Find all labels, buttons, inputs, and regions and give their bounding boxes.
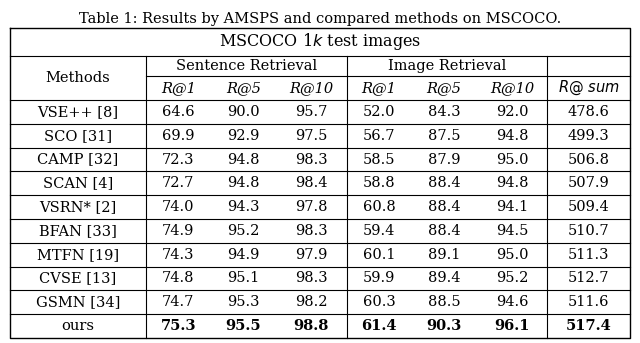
Text: MSCOCO 1$k$ test images: MSCOCO 1$k$ test images	[219, 32, 421, 52]
Text: 94.5: 94.5	[496, 224, 528, 238]
Text: 90.3: 90.3	[426, 319, 461, 333]
Text: R@5: R@5	[226, 81, 260, 95]
Text: 95.5: 95.5	[225, 319, 261, 333]
Text: 98.3: 98.3	[295, 153, 328, 166]
Text: Sentence Retrieval: Sentence Retrieval	[175, 59, 317, 73]
Text: 74.9: 74.9	[162, 224, 195, 238]
Text: 512.7: 512.7	[568, 272, 609, 285]
Text: 61.4: 61.4	[362, 319, 397, 333]
Text: 87.9: 87.9	[428, 153, 460, 166]
Text: 87.5: 87.5	[428, 129, 460, 143]
Text: 89.4: 89.4	[428, 272, 460, 285]
Text: 84.3: 84.3	[428, 105, 460, 119]
Text: SCAN [4]: SCAN [4]	[43, 176, 113, 190]
Text: 97.8: 97.8	[295, 200, 328, 214]
Text: 95.0: 95.0	[495, 153, 528, 166]
Text: 74.3: 74.3	[162, 248, 195, 262]
Text: 94.8: 94.8	[227, 153, 259, 166]
Text: 60.1: 60.1	[363, 248, 396, 262]
Text: 69.9: 69.9	[162, 129, 195, 143]
Text: 94.8: 94.8	[495, 176, 528, 190]
Text: R@5: R@5	[427, 81, 461, 95]
Text: 94.8: 94.8	[495, 129, 528, 143]
Text: R@1: R@1	[362, 81, 397, 95]
Text: 89.1: 89.1	[428, 248, 460, 262]
Text: 88.4: 88.4	[428, 176, 460, 190]
Text: 98.8: 98.8	[294, 319, 329, 333]
Text: 509.4: 509.4	[568, 200, 609, 214]
Text: 74.0: 74.0	[162, 200, 195, 214]
Text: 92.9: 92.9	[227, 129, 259, 143]
Text: 98.3: 98.3	[295, 224, 328, 238]
Text: 72.3: 72.3	[162, 153, 195, 166]
Text: 511.3: 511.3	[568, 248, 609, 262]
Text: 499.3: 499.3	[568, 129, 609, 143]
Text: 510.7: 510.7	[568, 224, 609, 238]
Text: 94.6: 94.6	[495, 295, 528, 309]
Text: 88.5: 88.5	[428, 295, 460, 309]
Text: 98.2: 98.2	[295, 295, 328, 309]
Text: 97.9: 97.9	[295, 248, 327, 262]
Text: 94.1: 94.1	[496, 200, 528, 214]
Text: 52.0: 52.0	[363, 105, 396, 119]
Text: 75.3: 75.3	[161, 319, 196, 333]
Text: 94.8: 94.8	[227, 176, 259, 190]
Text: Image Retrieval: Image Retrieval	[388, 59, 506, 73]
Text: 92.0: 92.0	[495, 105, 528, 119]
Text: R@10: R@10	[289, 81, 333, 95]
Text: CAMP [32]: CAMP [32]	[37, 153, 118, 166]
Text: Methods: Methods	[45, 71, 110, 85]
Text: 74.8: 74.8	[162, 272, 195, 285]
Text: R@10: R@10	[490, 81, 534, 95]
Text: 64.6: 64.6	[162, 105, 195, 119]
Text: 98.4: 98.4	[295, 176, 328, 190]
Text: 507.9: 507.9	[568, 176, 609, 190]
Text: 60.8: 60.8	[363, 200, 396, 214]
Text: BFAN [33]: BFAN [33]	[39, 224, 117, 238]
Text: 58.5: 58.5	[363, 153, 396, 166]
Text: 98.3: 98.3	[295, 272, 328, 285]
Text: $R@$ $\mathit{sum}$: $R@$ $\mathit{sum}$	[558, 79, 620, 97]
Text: CVSE [13]: CVSE [13]	[39, 272, 116, 285]
Text: 58.8: 58.8	[363, 176, 396, 190]
Text: 90.0: 90.0	[227, 105, 260, 119]
Text: GSMN [34]: GSMN [34]	[36, 295, 120, 309]
Text: 511.6: 511.6	[568, 295, 609, 309]
Text: 95.2: 95.2	[496, 272, 528, 285]
Text: 95.1: 95.1	[227, 272, 259, 285]
Text: 88.4: 88.4	[428, 224, 460, 238]
Text: 59.4: 59.4	[363, 224, 396, 238]
Text: 97.5: 97.5	[295, 129, 327, 143]
Text: 96.1: 96.1	[494, 319, 530, 333]
Text: 517.4: 517.4	[566, 319, 612, 333]
Text: VSE++ [8]: VSE++ [8]	[37, 105, 118, 119]
Text: 95.0: 95.0	[495, 248, 528, 262]
Text: SCO [31]: SCO [31]	[44, 129, 112, 143]
Text: 95.3: 95.3	[227, 295, 259, 309]
Text: 56.7: 56.7	[363, 129, 396, 143]
Text: 95.2: 95.2	[227, 224, 259, 238]
Text: 94.9: 94.9	[227, 248, 259, 262]
Text: ours: ours	[61, 319, 95, 333]
Text: MTFN [19]: MTFN [19]	[37, 248, 119, 262]
Text: 74.7: 74.7	[162, 295, 195, 309]
Text: Table 1: Results by AMSPS and compared methods on MSCOCO.: Table 1: Results by AMSPS and compared m…	[79, 12, 561, 26]
Text: 72.7: 72.7	[162, 176, 195, 190]
Text: 60.3: 60.3	[363, 295, 396, 309]
Text: 88.4: 88.4	[428, 200, 460, 214]
Text: 478.6: 478.6	[568, 105, 610, 119]
Text: 506.8: 506.8	[568, 153, 610, 166]
Text: 95.7: 95.7	[295, 105, 327, 119]
Text: 94.3: 94.3	[227, 200, 259, 214]
Text: 59.9: 59.9	[363, 272, 396, 285]
Text: R@1: R@1	[161, 81, 196, 95]
Text: VSRN* [2]: VSRN* [2]	[39, 200, 116, 214]
